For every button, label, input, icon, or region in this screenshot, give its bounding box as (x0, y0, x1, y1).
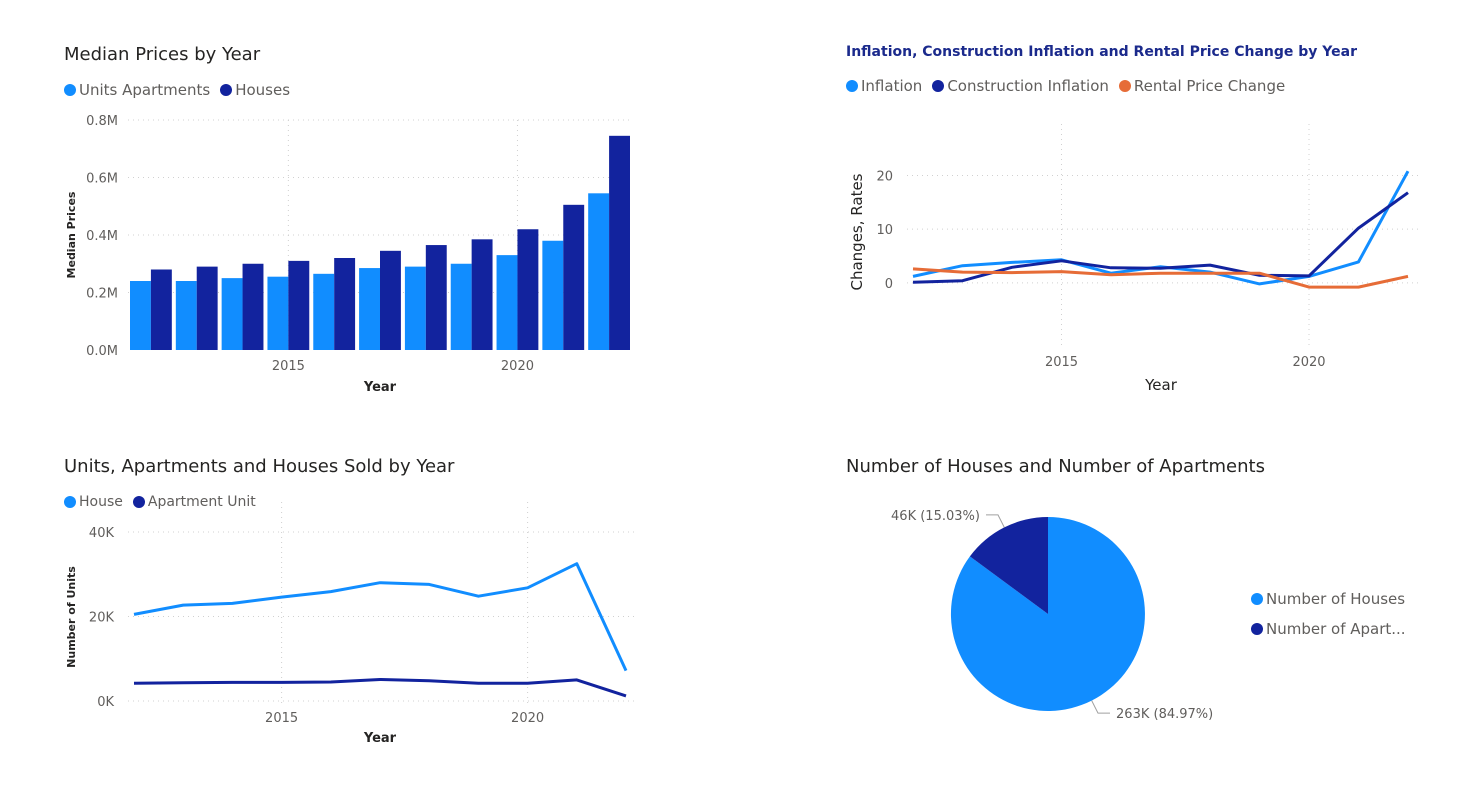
y-tick-label: 0K (97, 695, 114, 710)
legend-dot-icon (846, 80, 858, 92)
units-sold-legend: House Apartment Unit (64, 494, 256, 510)
x-tick-label: 2020 (511, 711, 544, 726)
y-tick-label: 0.0M (86, 344, 118, 359)
legend-item-number-of-apartments[interactable]: Number of Apart... (1251, 620, 1406, 638)
legend-label: House (79, 494, 123, 510)
bar (359, 268, 380, 350)
legend-label: Rental Price Change (1133, 77, 1286, 95)
y-tick-label: 0.6M (86, 172, 118, 187)
units-sold-title: Units, Apartments and Houses Sold by Yea… (64, 456, 455, 477)
bar (496, 255, 518, 350)
pie-leader-line (986, 514, 1005, 528)
bar (175, 281, 197, 350)
pie-chart: 263K (84.97%) 46K (15.03%) (891, 509, 1213, 722)
y-axis-title: Changes, Rates (848, 173, 866, 290)
y-tick-label: 0 (885, 277, 893, 292)
bar (380, 250, 401, 350)
bar (450, 263, 472, 350)
legend-item-house[interactable]: House (64, 494, 123, 510)
legend-item-rental-price-change[interactable]: Rental Price Change (1118, 77, 1286, 95)
legend-dot-icon (132, 496, 145, 508)
inflation-chart: 0 10 20 2015 2020 Year Changes, Rates (848, 124, 1420, 394)
bar (150, 269, 172, 350)
pie-title: Number of Houses and Number of Apartment… (846, 456, 1265, 477)
series-line (912, 267, 1409, 289)
x-tick-label: 2015 (1045, 355, 1078, 370)
median-prices-panel: Median Prices by Year Units Apartments H… (0, 0, 700, 420)
bar (425, 245, 447, 350)
bar (471, 239, 493, 350)
bar (588, 193, 610, 350)
legend-dot-icon (220, 84, 233, 96)
legend-dot-icon (932, 80, 945, 92)
legend-label: Houses (235, 81, 291, 99)
x-tick-label: 2015 (265, 711, 298, 726)
legend-item-apartment-unit[interactable]: Apartment Unit (132, 494, 256, 510)
y-tick-label: 20K (89, 611, 115, 626)
y-axis-title: Median Prices (65, 191, 78, 278)
x-axis-title: Year (363, 731, 397, 746)
legend-dot-icon (1251, 623, 1263, 635)
series-line (133, 678, 627, 698)
median-prices-chart: 0.0M 0.2M 0.4M 0.6M 0.8M 2015 2020 Year Median P… (65, 114, 632, 395)
units-sold-chart: 0K 20K 40K 2015 2020 Year Number of Units (65, 502, 638, 746)
inflation-title: Inflation, Construction Inflation and Re… (846, 44, 1357, 60)
series-line (133, 562, 628, 672)
legend-label: Units Apartments (79, 81, 211, 99)
pie-leader-line (1091, 700, 1110, 714)
y-tick-label: 0.2M (86, 287, 118, 302)
bar (221, 278, 243, 350)
bar (196, 266, 218, 350)
bar (404, 266, 426, 350)
pie-data-label: 263K (84.97%) (1116, 707, 1213, 722)
pie-slice (969, 517, 1048, 614)
legend-dot-icon (64, 84, 76, 96)
units-sold-panel: Units, Apartments and Houses Sold by Yea… (0, 440, 700, 790)
y-tick-label: 20 (876, 169, 893, 184)
legend-item-houses[interactable]: Houses (220, 81, 290, 99)
series-line (912, 170, 1410, 286)
pie-legend: Number of Houses Number of Apart... (1251, 590, 1406, 650)
legend-label: Construction Inflation (947, 77, 1109, 95)
y-tick-label: 0.8M (86, 114, 118, 129)
bar (130, 281, 151, 350)
median-prices-legend: Units Apartments Houses (64, 81, 290, 99)
y-axis-title: Number of Units (65, 566, 78, 668)
bar (267, 276, 289, 350)
legend-item-units-apartments[interactable]: Units Apartments (64, 81, 210, 99)
x-tick-label: 2020 (1292, 355, 1325, 370)
legend-label: Number of Apart... (1266, 620, 1406, 638)
bar (242, 263, 264, 350)
x-tick-label: 2020 (501, 359, 534, 374)
median-prices-title: Median Prices by Year (64, 44, 261, 65)
y-tick-label: 40K (89, 526, 115, 541)
legend-item-number-of-houses[interactable]: Number of Houses (1251, 590, 1406, 608)
x-axis-title: Year (363, 380, 397, 395)
y-tick-label: 10 (876, 223, 893, 238)
bar (517, 229, 539, 350)
legend-label: Number of Houses (1266, 590, 1406, 608)
legend-dot-icon (1118, 80, 1131, 92)
bar (609, 135, 630, 350)
legend-item-inflation[interactable]: Inflation (846, 77, 922, 95)
bar (334, 258, 356, 350)
bar (288, 260, 310, 350)
bar (563, 204, 585, 350)
legend-dot-icon (64, 496, 76, 508)
x-axis-title: Year (1144, 376, 1178, 394)
inflation-legend: Inflation Construction Inflation Rental … (846, 77, 1285, 95)
bar (313, 273, 335, 350)
pie-slice (950, 517, 1145, 711)
pie-data-label: 46K (15.03%) (891, 509, 980, 524)
x-tick-label: 2015 (272, 359, 305, 374)
y-tick-label: 0.4M (86, 229, 118, 244)
legend-item-construction-inflation[interactable]: Construction Inflation (932, 77, 1109, 95)
legend-label: Inflation (861, 77, 923, 95)
legend-label: Apartment Unit (147, 494, 256, 510)
houses-apartments-panel: Number of Houses and Number of Apartment… (731, 440, 1462, 790)
bar (542, 240, 564, 350)
inflation-panel: Inflation, Construction Inflation and Re… (731, 0, 1462, 420)
legend-dot-icon (1251, 593, 1263, 605)
